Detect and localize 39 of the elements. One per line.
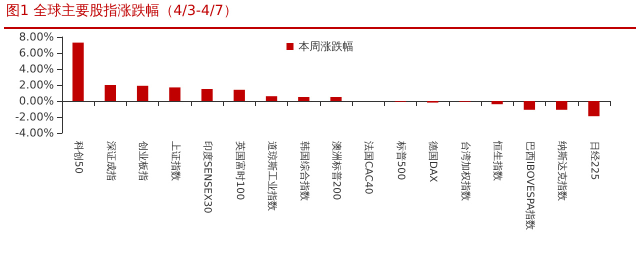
bar (492, 101, 503, 104)
x-tick-label: 韩国综合指数 (298, 141, 310, 201)
legend-label: 本周涨跌幅 (298, 40, 354, 53)
bar (588, 101, 600, 116)
x-tick-label: 台湾加权指数 (459, 141, 472, 201)
x-tick-label: 印度SENSEX30 (202, 141, 214, 214)
x-tick-label: 德国DAX (427, 141, 438, 182)
bar (556, 101, 568, 110)
x-tick-label: 创业板指 (137, 141, 150, 181)
x-tick-label: 科创50 (72, 141, 85, 174)
x-tick-label: 纳斯达克指数 (556, 141, 568, 201)
bar (104, 85, 116, 101)
y-tick-label: 0.00% (19, 94, 54, 108)
y-tick-label: 8.00% (19, 30, 54, 44)
bar (266, 96, 278, 101)
x-tick-label: 澳洲标普200 (330, 141, 342, 200)
x-tick-label: 巴西IBOVESPA指数 (524, 141, 536, 230)
x-tick-label: 英国富时100 (234, 141, 246, 200)
bar (201, 89, 213, 101)
x-tick-label: 法国CAC40 (362, 141, 375, 194)
bar (136, 86, 148, 101)
chart-title: 图1 全球主要股指涨跌幅（4/3-4/7） (6, 2, 238, 20)
x-tick-label: 上证指数 (169, 141, 182, 181)
y-tick-label: 6.00% (19, 46, 54, 60)
y-tick-label: 4.00% (19, 62, 54, 76)
bar (169, 87, 180, 101)
y-tick-label: -4.00% (15, 126, 54, 140)
y-tick-label: 2.00% (19, 78, 54, 92)
y-tick-label: -2.00% (15, 110, 54, 124)
bar (72, 42, 84, 101)
x-tick-label: 恒生指数 (492, 140, 504, 181)
bar (234, 90, 245, 101)
x-tick-label: 道琼斯工业指数 (266, 141, 278, 211)
x-tick-label: 标普500 (394, 140, 407, 180)
bar (298, 97, 310, 101)
x-tick-label: 日经225 (588, 141, 600, 180)
x-tick-label: 深证成指 (104, 141, 117, 181)
bar (524, 101, 536, 110)
bar (330, 97, 342, 101)
